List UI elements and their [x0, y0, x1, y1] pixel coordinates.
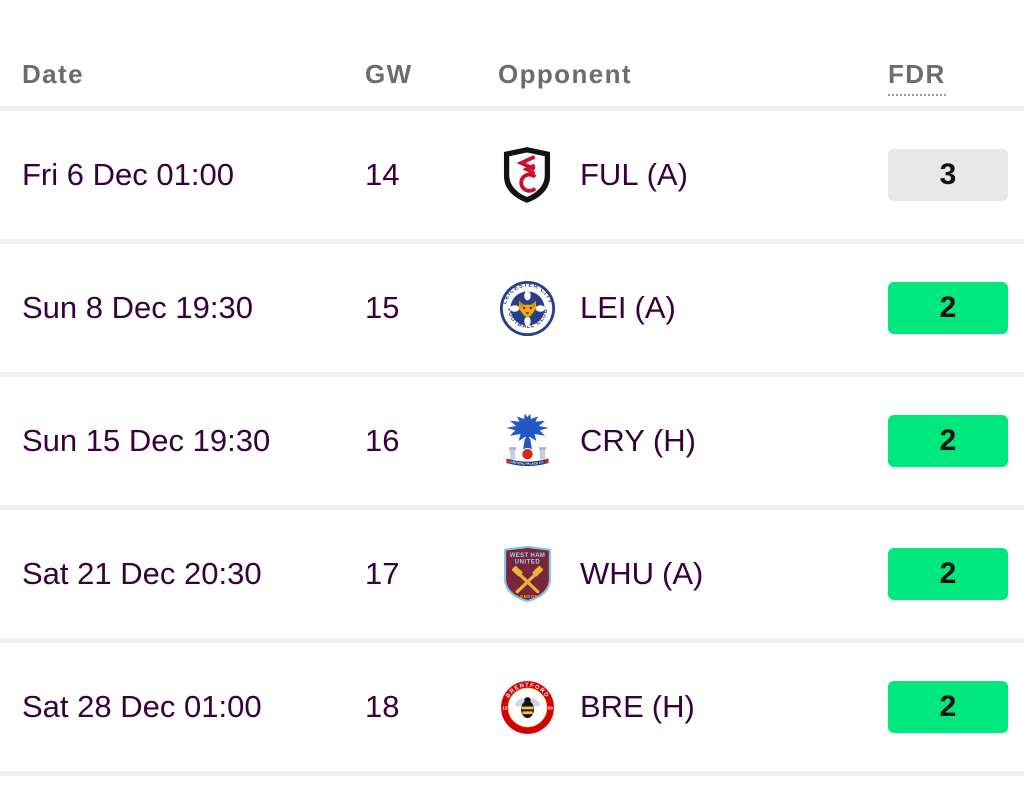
fixture-date: Sat 28 Dec 01:00 [22, 689, 262, 724]
fixture-row: Sat 21 Dec 20:30 17 WEST HAM UNITED [0, 510, 1024, 643]
fixture-date: Fri 6 Dec 01:00 [22, 157, 234, 192]
column-header-gameweek: GW [365, 59, 413, 89]
fixture-opponent: LEICESTER CITY FOOTBALL CLUB LEI (A) [498, 278, 888, 338]
opponent-code: FUL [580, 157, 639, 192]
fdr-badge: 2 [888, 415, 1008, 467]
fixtures-table-header: Date GW Opponent FDR [0, 0, 1024, 111]
fixture-opponent: FUL (A) [498, 145, 888, 205]
svg-text:WEST HAM: WEST HAM [509, 553, 545, 559]
opponent-venue: (H) [651, 689, 695, 724]
fulham-club-badge-icon [498, 145, 556, 205]
fixture-row: Sun 15 Dec 19:30 16 CRYSTAL PALAC [0, 377, 1024, 510]
leicester-city-club-badge-icon: LEICESTER CITY FOOTBALL CLUB [498, 278, 556, 338]
svg-text:LONDON: LONDON [516, 594, 537, 599]
svg-text:CRYSTAL PALACE F.C.: CRYSTAL PALACE F.C. [510, 460, 545, 466]
fixture-date: Sun 15 Dec 19:30 [22, 423, 271, 458]
fixture-row: Sun 8 Dec 19:30 15 LEICESTER CITY FOOTBA… [0, 244, 1024, 377]
opponent-venue: (A) [662, 556, 704, 591]
fdr-badge: 2 [888, 681, 1008, 733]
fixture-gameweek: 14 [365, 157, 400, 192]
crystal-palace-club-badge-icon: CRYSTAL PALACE F.C. [498, 411, 556, 471]
fixture-opponent: BRENTFORD FOOTBALL CLUB 18 89 BRE (H) [498, 677, 888, 737]
fdr-badge: 2 [888, 548, 1008, 600]
opponent-code: BRE [580, 689, 644, 724]
west-ham-united-club-badge-icon: WEST HAM UNITED LONDON [498, 544, 556, 604]
column-header-date: Date [22, 59, 84, 89]
brentford-club-badge-icon: BRENTFORD FOOTBALL CLUB 18 89 [498, 677, 556, 737]
fixture-row: Sat 28 Dec 01:00 18 BRENTFORD FOOTBALL C… [0, 643, 1024, 776]
fdr-badge: 3 [888, 149, 1008, 201]
fdr-badge: 2 [888, 282, 1008, 334]
fixture-date: Sun 8 Dec 19:30 [22, 290, 253, 325]
fixture-date: Sat 21 Dec 20:30 [22, 556, 262, 591]
svg-text:89: 89 [547, 705, 552, 710]
column-header-opponent: Opponent [498, 59, 632, 89]
opponent-venue: (A) [634, 290, 676, 325]
fixture-gameweek: 16 [365, 423, 400, 458]
svg-text:UNITED: UNITED [514, 560, 540, 566]
fixture-gameweek: 17 [365, 556, 400, 591]
opponent-code: LEI [580, 290, 627, 325]
fixture-gameweek: 15 [365, 290, 400, 325]
svg-text:18: 18 [502, 705, 507, 710]
fixture-row: Fri 6 Dec 01:00 14 FUL (A) 3 [0, 111, 1024, 244]
opponent-code: WHU [580, 556, 655, 591]
opponent-venue: (H) [652, 423, 696, 458]
opponent-code: CRY [580, 423, 645, 458]
fixture-gameweek: 18 [365, 689, 400, 724]
fixture-opponent: WEST HAM UNITED LONDON WHU (A) [498, 544, 888, 604]
fixture-opponent: CRYSTAL PALACE F.C. CRY (H) [498, 411, 888, 471]
column-header-fdr[interactable]: FDR [888, 59, 946, 96]
opponent-venue: (A) [646, 157, 688, 192]
